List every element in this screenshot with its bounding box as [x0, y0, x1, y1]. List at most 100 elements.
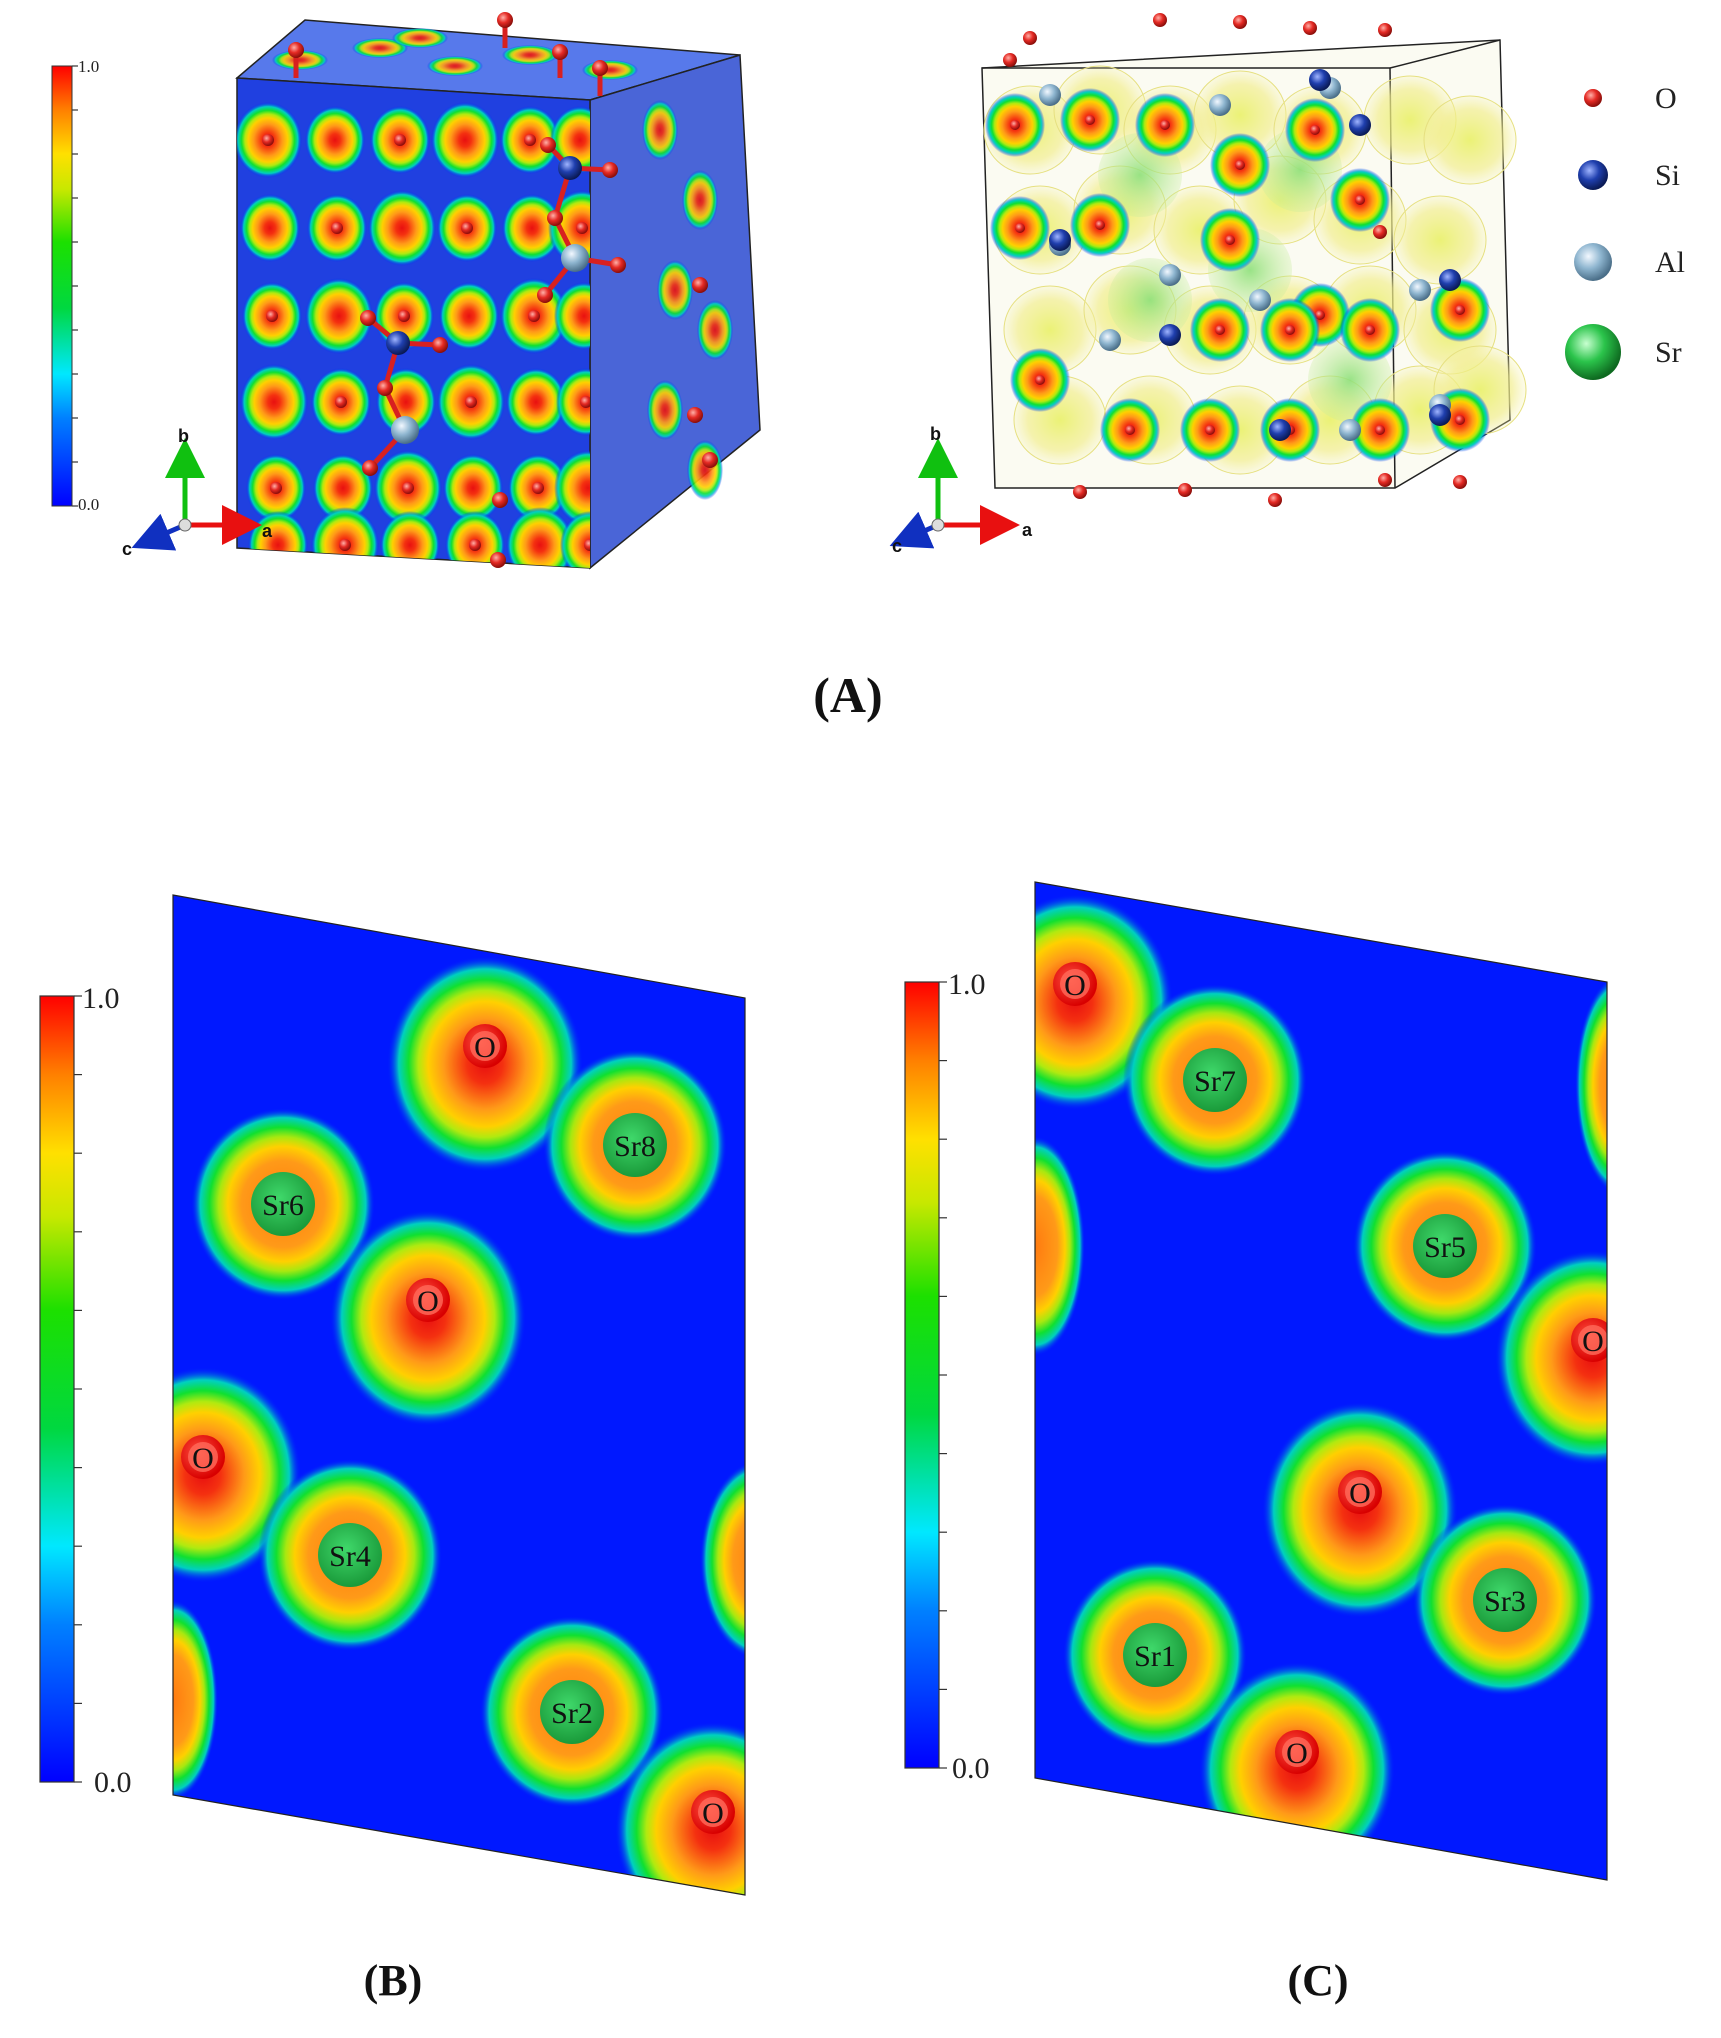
oxygen-atom: [1205, 425, 1215, 435]
atom-label: Sr1: [1134, 1640, 1176, 1673]
atom-label: Sr7: [1194, 1065, 1236, 1098]
oxygen-atom: [1378, 23, 1392, 37]
strontium-atom-icon: [1123, 1623, 1187, 1687]
oxygen-atom: [1303, 21, 1317, 35]
oxygen-atom: [432, 337, 448, 353]
aluminium-atom: [1249, 289, 1271, 311]
atom-label: Sr3: [1484, 1585, 1526, 1618]
aluminium-atom: [1409, 279, 1431, 301]
panel-c-colorbar-min: 0.0: [952, 1752, 990, 1785]
oxygen-atom: [1355, 195, 1365, 205]
atom-label: O: [1349, 1477, 1371, 1510]
panel-c-colorbar: 1.0 0.0: [904, 968, 990, 1785]
oxygen-atom: [592, 60, 608, 76]
oxygen-atom: [540, 137, 556, 153]
elf-basin: [657, 260, 693, 320]
aluminium-atom: [1209, 94, 1231, 116]
panel-c-elf-slice: O Sr7 Sr5 O O Sr3 Sr1 O: [1034, 881, 1608, 1881]
oxygen-site: O: [1262, 1402, 1458, 1618]
panel-label-b: (B): [364, 1956, 423, 2005]
axis-a-label-right: a: [1022, 520, 1033, 540]
oxygen-atom: [1003, 53, 1017, 67]
oxygen-atom: [1035, 375, 1045, 385]
elf-basin: [443, 454, 503, 522]
oxygen-atom-icon: [470, 1031, 500, 1061]
elf-basin-edge: [1575, 975, 1607, 1195]
oxygen-atom: [490, 552, 506, 568]
oxygen-site: O: [1495, 1250, 1607, 1466]
oxygen-atom: [1310, 125, 1320, 135]
oxygen-atom: [1160, 120, 1170, 130]
elf-basin: [439, 282, 499, 350]
oxygen-atom: [1373, 225, 1387, 239]
elf-basin: [272, 50, 328, 70]
legend-label: Si: [1655, 159, 1680, 192]
elf-basin: [687, 440, 723, 500]
atom-label: O: [702, 1797, 724, 1830]
oxygen-atom: [461, 222, 473, 234]
elf-basin-edge: [173, 1600, 218, 1800]
panel-label-c: (C): [1287, 1956, 1348, 2005]
elf-basin: [427, 56, 483, 76]
oxygen-atom: [1085, 115, 1095, 125]
oxygen-atom: [394, 134, 406, 146]
atom-label: O: [1582, 1325, 1604, 1358]
elf-basin: [560, 511, 590, 568]
oxygen-atom: [580, 396, 590, 408]
panel-c-colorbar-max: 1.0: [948, 968, 986, 1001]
silicon-atom: [1159, 324, 1181, 346]
oxygen-atom: [492, 492, 508, 508]
oxygen-atom: [610, 257, 626, 273]
oxygen-site: O: [173, 1367, 301, 1583]
panel-b-colorbar: 1.0 0.0: [39, 982, 132, 1799]
axes-indicator-right: b a c: [889, 424, 1033, 556]
elf-basin-edge: [1035, 1136, 1085, 1356]
elf-basin: [502, 194, 562, 262]
oxygen-site: O: [615, 1722, 745, 1895]
oxygen-atom: [398, 310, 410, 322]
atom-label: O: [1064, 969, 1086, 1002]
oxygen-site: O: [330, 1210, 526, 1426]
silicon-atom: [1049, 229, 1071, 251]
atom-legend: O Si Al Sr: [1565, 82, 1685, 380]
oxygen-atom: [339, 539, 351, 551]
elf-basin: [550, 106, 590, 174]
oxygen-atom-icon: [1060, 969, 1090, 999]
oxygen-atom: [702, 452, 718, 468]
oxygen-atom: [584, 539, 590, 551]
axis-b-label: b: [178, 426, 189, 446]
oxygen-atom: [1453, 475, 1467, 489]
oxygen-atom: [1455, 305, 1465, 315]
strontium-atom-icon: [318, 1523, 382, 1587]
oxygen-atom-icon: [1282, 1737, 1312, 1767]
elf-basin: [506, 507, 574, 568]
elf-basin: [554, 450, 590, 526]
aluminium-atom: [391, 416, 419, 444]
oxygen-atom: [576, 222, 588, 234]
atom-label: Sr2: [551, 1697, 593, 1730]
strontium-atom-icon: [1565, 324, 1621, 380]
aluminium-atom: [1339, 419, 1361, 441]
oxygen-atom: [1015, 223, 1025, 233]
oxygen-atom: [1268, 493, 1282, 507]
atom-label: Sr6: [262, 1189, 304, 1222]
oxygen-atom: [266, 310, 278, 322]
panel-a-colorbar: 1.0 0.0: [51, 57, 99, 514]
elf-basin: [682, 170, 718, 230]
oxygen-atom-icon: [698, 1797, 728, 1827]
oxygen-atom: [1010, 120, 1020, 130]
oxygen-atom: [1375, 425, 1385, 435]
isosurface-lobe: [1393, 195, 1487, 285]
oxygen-atom-icon: [1345, 1477, 1375, 1507]
oxygen-atom: [687, 407, 703, 423]
oxygen-atom: [465, 396, 477, 408]
oxygen-atom: [552, 44, 568, 60]
axis-a-label: a: [262, 521, 273, 541]
oxygen-atom: [1125, 425, 1135, 435]
aluminium-atom: [1159, 264, 1181, 286]
legend-item-o: O: [1584, 82, 1677, 115]
elf-basin-edge: [700, 1460, 745, 1660]
elf-basin: [647, 380, 683, 440]
panel-a-colorbar-max: 1.0: [78, 57, 99, 76]
oxygen-atom: [692, 277, 708, 293]
